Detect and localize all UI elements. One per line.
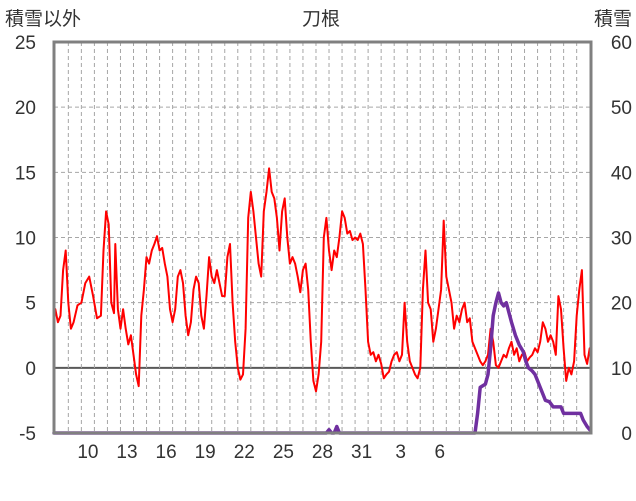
right-tick-label: 60 bbox=[611, 33, 632, 54]
x-tick-label: 25 bbox=[273, 442, 294, 463]
x-tick-label: 13 bbox=[116, 442, 137, 463]
chart-title: 刀根 bbox=[302, 8, 340, 30]
left-tick-label: 0 bbox=[25, 359, 36, 380]
x-tick-label: 6 bbox=[435, 442, 446, 463]
left-tick-label: 15 bbox=[15, 163, 36, 184]
right-tick-label: 30 bbox=[611, 229, 632, 250]
snow-depth-series-line bbox=[52, 291, 592, 435]
series-layer bbox=[52, 167, 592, 435]
x-tick-label: 10 bbox=[77, 442, 98, 463]
x-tick-label: 28 bbox=[312, 442, 333, 463]
temperature-series-line bbox=[54, 167, 591, 393]
x-tick-label: 16 bbox=[156, 442, 177, 463]
left-axis-title: 積雪以外 bbox=[5, 8, 81, 30]
grid-layer bbox=[54, 42, 591, 433]
x-tick-label: 3 bbox=[395, 442, 406, 463]
right-tick-label: 40 bbox=[611, 163, 632, 184]
right-tick-label: 0 bbox=[621, 424, 632, 445]
left-tick-label: 20 bbox=[15, 98, 36, 119]
right-tick-label: 20 bbox=[611, 294, 632, 315]
x-tick-label: 22 bbox=[234, 442, 255, 463]
plot-frame bbox=[52, 40, 593, 435]
x-tick-label: 31 bbox=[351, 442, 372, 463]
left-tick-label: 5 bbox=[25, 294, 36, 315]
left-tick-label: -5 bbox=[19, 424, 36, 445]
left-tick-label: 10 bbox=[15, 229, 36, 250]
left-tick-label: 25 bbox=[15, 33, 36, 54]
right-tick-label: 50 bbox=[611, 98, 632, 119]
right-axis-title: 積雪 bbox=[594, 8, 632, 30]
right-tick-label: 10 bbox=[611, 359, 632, 380]
x-tick-label: 19 bbox=[195, 442, 216, 463]
